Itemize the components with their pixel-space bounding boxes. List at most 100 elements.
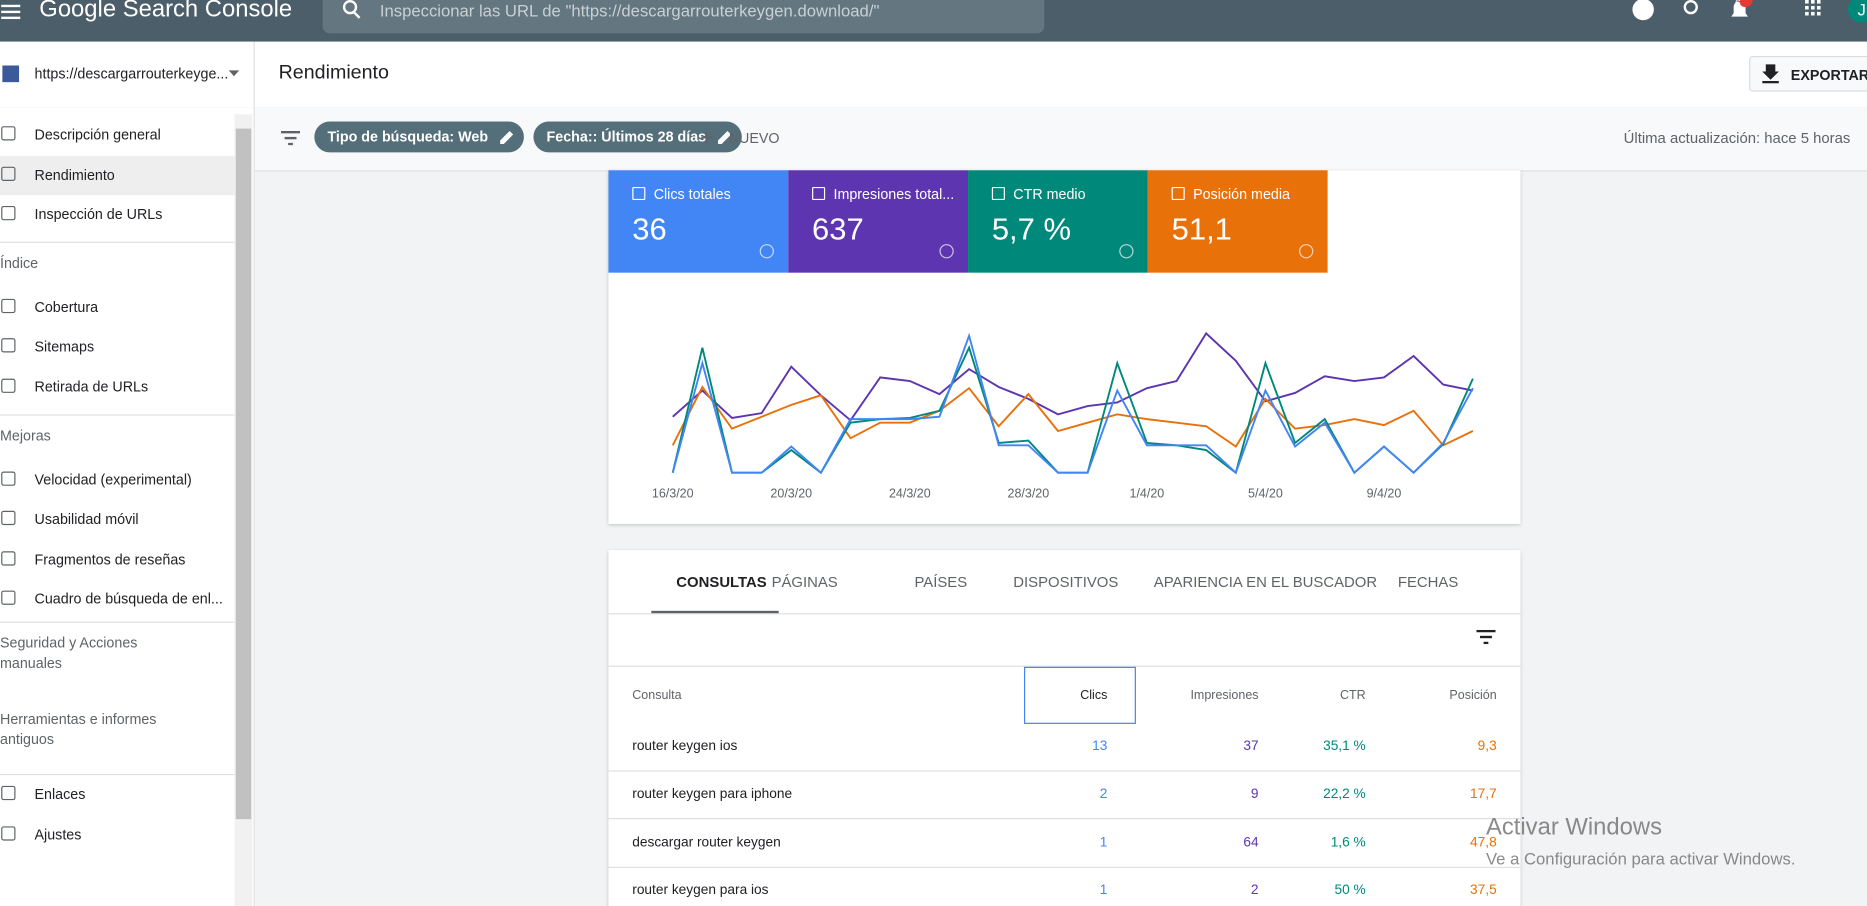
nav-icon	[1, 551, 16, 566]
nav-item[interactable]: Inspección de URLs	[34, 206, 163, 223]
query-cell[interactable]: router keygen para ios	[632, 883, 769, 898]
tab[interactable]: FECHAS	[1397, 573, 1459, 591]
metric-cell: 37	[1243, 739, 1259, 754]
top-bar: Google Search Console Inspeccionar las U…	[0, 0, 1867, 42]
column-header[interactable]: Consulta	[632, 688, 682, 703]
nav-item[interactable]: Usabilidad móvil	[34, 511, 139, 528]
metric-cell: 1	[1099, 883, 1108, 898]
x-tick-label: 9/4/20	[1367, 487, 1402, 501]
nav-item[interactable]: Fragmentos de reseñas	[34, 551, 186, 568]
series-line	[672, 331, 1474, 422]
card-label: Clics totales	[653, 185, 731, 203]
table-filter-icon[interactable]	[1476, 629, 1496, 645]
export-label: EXPORTAR	[1790, 66, 1867, 84]
filter-chip[interactable]: Tipo de búsqueda: Web	[314, 121, 524, 153]
tab[interactable]: APARIENCIA EN EL BUSCADOR	[1153, 573, 1378, 591]
sort-highlight[interactable]	[1023, 666, 1136, 724]
metric-cell: 37,5	[1470, 883, 1497, 898]
x-tick-label: 16/3/20	[652, 487, 694, 501]
nav-icon	[1, 338, 16, 353]
help-icon	[759, 244, 774, 259]
edit-path	[499, 130, 514, 145]
section-header[interactable]: Mejoras	[0, 426, 51, 444]
column-header[interactable]: Clics	[1080, 688, 1108, 703]
tab[interactable]: CONSULTAS	[676, 573, 767, 591]
divider	[0, 413, 235, 416]
avatar[interactable]: J	[1857, 0, 1866, 20]
query-cell[interactable]: router keygen para iphone	[632, 787, 793, 802]
active-bg	[0, 155, 235, 195]
x-tick-label: 5/4/20	[1248, 487, 1283, 501]
metric-card[interactable]: Impresiones total... 637	[788, 170, 969, 273]
edit-icon	[499, 130, 514, 145]
card-label: CTR medio	[1013, 185, 1086, 203]
query-cell[interactable]: descargar router keygen	[632, 835, 781, 850]
nav-item[interactable]: Velocidad (experimental)	[34, 471, 192, 488]
tab-indicator	[651, 610, 779, 614]
metric-cell: 9	[1250, 787, 1259, 802]
metric-card[interactable]: CTR medio 5,7 %	[968, 170, 1148, 273]
nav-item[interactable]: Retirada de URLs	[34, 378, 149, 396]
notification-count: 6	[1734, 0, 1741, 10]
nav-icon	[1, 298, 16, 313]
section-header[interactable]: Índice	[0, 254, 39, 272]
nav-icon	[1, 471, 16, 486]
divider	[0, 773, 235, 776]
edit-icon	[718, 130, 732, 145]
tab[interactable]: PÁGINAS	[771, 573, 838, 591]
nav-item[interactable]: Ajustes	[34, 825, 82, 843]
tab[interactable]: PAÍSES	[914, 573, 968, 591]
sidebar: Descripción general Rendimiento Inspección…	[0, 107, 255, 906]
nav-icon	[1, 825, 16, 841]
edit-path	[718, 130, 732, 145]
nav-icon	[1, 166, 16, 181]
divider	[0, 621, 235, 623]
card-label: Posición media	[1193, 185, 1290, 203]
performance-chart: 16/3/20 20/3/20 24/3/20 28/3/20 1/4/20 5/4/20…	[652, 331, 1474, 501]
metric-cell: 9,3	[1477, 739, 1497, 754]
card-value: 36	[632, 210, 667, 247]
section-header[interactable]: Seguridad y Acciones manuales	[0, 634, 138, 672]
metric-cell: 64	[1243, 835, 1259, 850]
card-value: 637	[812, 210, 864, 247]
section-header[interactable]: Herramientas e informes antiguos	[0, 710, 157, 748]
checkbox	[632, 186, 646, 201]
header: https://descargarrouterkeyge... Rendimie…	[0, 41, 1867, 108]
metric-card[interactable]: Posición media 51,1	[1147, 170, 1328, 273]
data-table-panel: CONSULTAS PÁGINAS PAÍSES DISPOSITIVOS APARIE…	[608, 550, 1521, 906]
x-tick-label: 1/4/20	[1130, 487, 1165, 501]
row-divider	[608, 770, 1521, 772]
menu-icon[interactable]	[0, 2, 24, 21]
column-header[interactable]: Impresiones	[1190, 688, 1259, 703]
card-value: 5,7 %	[991, 210, 1072, 247]
nav-item[interactable]: Rendimiento	[34, 166, 115, 183]
search-box[interactable]: Inspeccionar las URL de "https://descarg…	[322, 0, 1045, 34]
export-button[interactable]: EXPORTAR	[1749, 55, 1867, 92]
new-filter[interactable]: NUEVO	[728, 129, 780, 147]
column-header[interactable]: Posición	[1449, 688, 1497, 703]
help-icon	[939, 244, 954, 259]
row-divider	[608, 866, 1521, 868]
metric-cell: 50 %	[1334, 883, 1366, 898]
help-icon	[1119, 244, 1134, 259]
nav-icon	[1, 378, 16, 393]
metric-cell: 22,2 %	[1323, 787, 1366, 802]
filter-chip[interactable]: Fecha:: Últimos 28 días	[533, 121, 742, 153]
nav-item[interactable]: Cuadro de búsqueda de enl...	[34, 591, 223, 608]
metric-card[interactable]: Clics totales 36	[608, 170, 789, 273]
nav-icon	[1, 511, 16, 526]
top-icons[interactable]	[1629, 0, 1867, 42]
watermark-title: Activar Windows	[1485, 814, 1662, 841]
tab[interactable]: DISPOSITIVOS	[1013, 573, 1119, 591]
nav-item[interactable]: Enlaces	[34, 785, 86, 803]
property-selector[interactable]: https://descargarrouterkeyge...	[0, 41, 255, 108]
nav-item[interactable]: Cobertura	[34, 298, 99, 316]
nav-item[interactable]: Descripción general	[34, 126, 161, 143]
nav-item[interactable]: Sitemaps	[34, 338, 95, 356]
metric-cell: 1,6 %	[1330, 835, 1366, 850]
column-header[interactable]: CTR	[1340, 688, 1366, 703]
metric-cell: 13	[1092, 739, 1108, 754]
nav-icon	[1, 126, 16, 141]
query-cell[interactable]: router keygen ios	[632, 739, 738, 754]
